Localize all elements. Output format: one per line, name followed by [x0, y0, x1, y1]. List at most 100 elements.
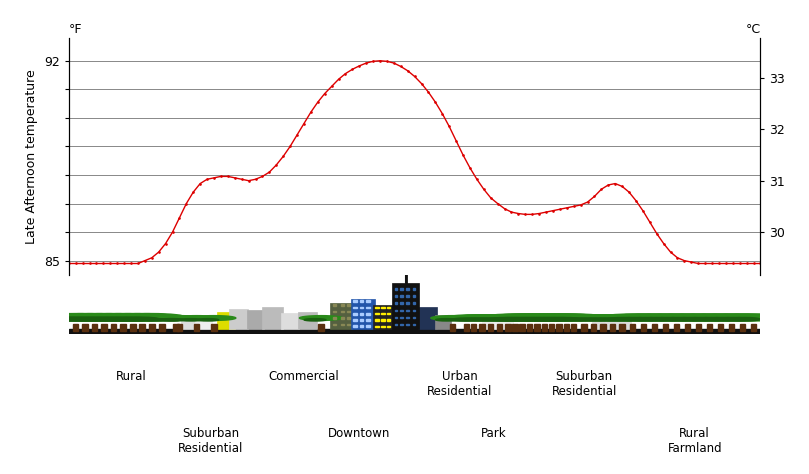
Bar	[413, 288, 415, 290]
Bar	[360, 313, 363, 315]
Ellipse shape	[519, 318, 551, 321]
Bar	[375, 307, 379, 308]
Ellipse shape	[118, 314, 185, 321]
Ellipse shape	[652, 318, 684, 321]
Bar	[159, 324, 165, 331]
Bar	[629, 324, 635, 331]
Ellipse shape	[718, 318, 749, 321]
Bar	[282, 313, 299, 329]
Bar	[641, 324, 646, 331]
Bar	[482, 319, 498, 329]
Bar	[406, 310, 409, 311]
Bar	[121, 324, 126, 331]
Bar	[471, 324, 477, 331]
Bar	[194, 324, 200, 331]
Bar	[387, 319, 391, 321]
Bar	[400, 310, 403, 311]
Bar	[406, 317, 409, 318]
Ellipse shape	[629, 318, 661, 321]
Ellipse shape	[582, 318, 609, 321]
Ellipse shape	[591, 318, 618, 321]
Ellipse shape	[51, 314, 119, 321]
Bar	[418, 307, 438, 329]
Ellipse shape	[106, 317, 140, 321]
Bar	[381, 326, 385, 327]
Bar	[395, 288, 397, 290]
Bar	[347, 304, 350, 306]
Ellipse shape	[96, 317, 130, 321]
Bar	[347, 324, 350, 325]
Bar	[400, 295, 403, 297]
Ellipse shape	[541, 318, 573, 321]
Bar	[387, 326, 391, 327]
Bar	[534, 324, 540, 331]
Bar	[341, 324, 344, 325]
Ellipse shape	[557, 315, 611, 321]
Ellipse shape	[80, 314, 147, 321]
Text: Park: Park	[481, 427, 507, 439]
Bar	[512, 324, 518, 331]
Ellipse shape	[49, 317, 83, 321]
Ellipse shape	[481, 315, 535, 321]
Ellipse shape	[158, 316, 201, 320]
Text: Commercial: Commercial	[269, 370, 339, 383]
Bar	[360, 325, 363, 327]
Ellipse shape	[722, 314, 785, 321]
Bar	[149, 324, 155, 331]
Bar	[591, 324, 596, 331]
Bar	[366, 319, 370, 321]
Ellipse shape	[729, 318, 760, 321]
Bar	[181, 315, 198, 329]
Ellipse shape	[449, 319, 471, 321]
Bar	[387, 313, 391, 314]
Ellipse shape	[696, 318, 727, 321]
Bar	[395, 302, 397, 304]
Ellipse shape	[484, 314, 546, 321]
Bar	[333, 317, 337, 319]
Bar	[381, 307, 385, 308]
Ellipse shape	[567, 315, 621, 321]
Ellipse shape	[512, 318, 544, 321]
Bar	[413, 302, 415, 304]
Bar	[92, 324, 97, 331]
Bar	[541, 324, 547, 331]
Bar	[395, 295, 397, 297]
Ellipse shape	[78, 317, 112, 321]
Bar	[387, 307, 391, 308]
Text: Suburban
Residential: Suburban Residential	[552, 370, 616, 398]
Bar	[400, 288, 403, 290]
Bar	[479, 324, 485, 331]
Bar	[366, 313, 370, 315]
Ellipse shape	[612, 314, 675, 321]
Bar	[173, 324, 179, 331]
Ellipse shape	[707, 318, 739, 321]
Bar	[375, 319, 379, 321]
Bar	[330, 303, 353, 329]
Ellipse shape	[608, 318, 639, 321]
Ellipse shape	[472, 315, 526, 321]
Bar	[406, 302, 409, 304]
Text: Suburban
Residential: Suburban Residential	[178, 427, 244, 455]
Bar	[751, 324, 756, 331]
Bar	[450, 324, 455, 331]
Text: °C: °C	[745, 23, 760, 36]
Ellipse shape	[534, 318, 565, 321]
Ellipse shape	[99, 314, 167, 321]
Ellipse shape	[470, 318, 497, 321]
Bar	[218, 312, 235, 329]
Bar	[707, 324, 712, 331]
Bar	[353, 325, 357, 327]
Bar	[592, 320, 605, 329]
Ellipse shape	[435, 319, 457, 321]
Ellipse shape	[535, 314, 598, 321]
Bar	[413, 324, 415, 325]
Bar	[606, 320, 619, 329]
Ellipse shape	[573, 318, 599, 321]
Bar	[619, 320, 631, 329]
Bar	[519, 324, 525, 331]
Ellipse shape	[527, 314, 591, 321]
Bar	[527, 324, 532, 331]
Bar	[101, 324, 107, 331]
Ellipse shape	[299, 316, 343, 320]
Bar	[341, 311, 344, 312]
